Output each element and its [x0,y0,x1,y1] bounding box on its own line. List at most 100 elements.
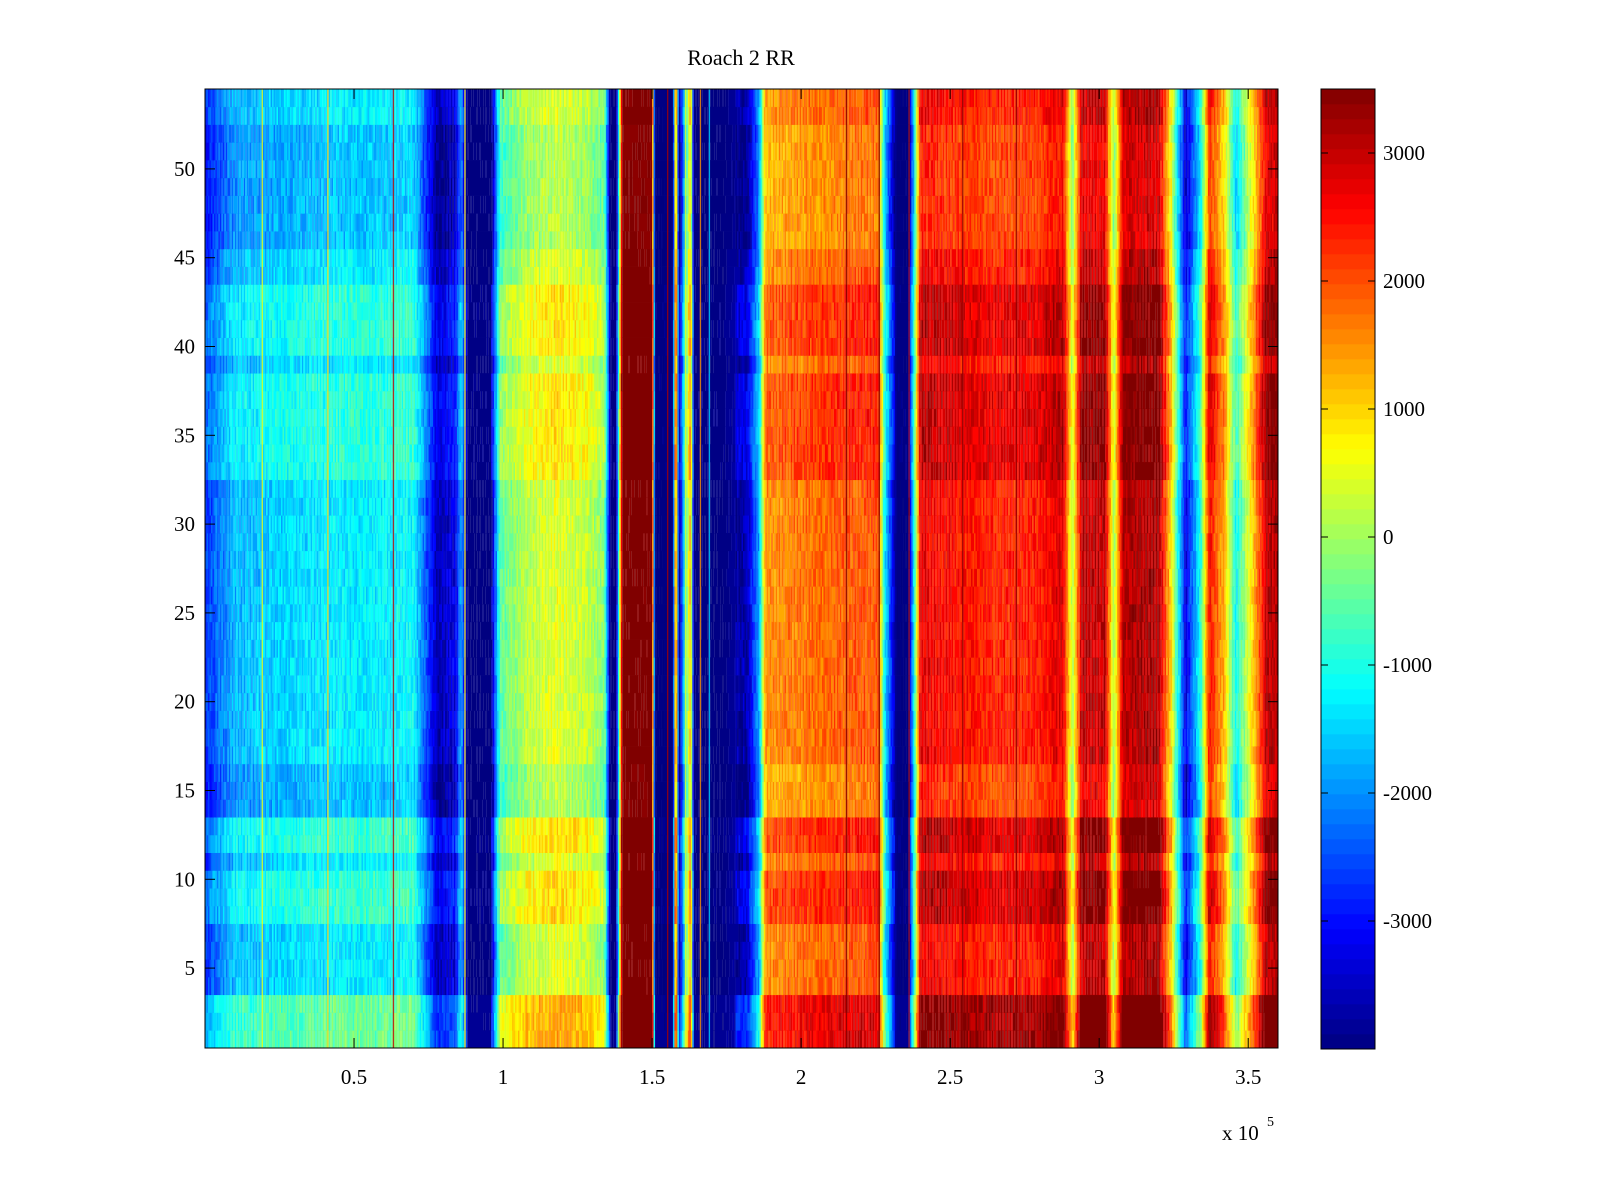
heatmap-cell [335,941,337,959]
heatmap-cell [589,1012,591,1030]
heatmap-cell [981,1012,984,1030]
heatmap-cell [889,1012,891,1030]
heatmap-cell [815,995,817,1013]
heatmap-cell [500,1030,505,1048]
heatmap-cell [272,1012,274,1030]
heatmap-cell [253,906,255,924]
heatmap-cell [820,995,822,1013]
heatmap-cell [233,959,235,977]
heatmap-cell [855,906,858,924]
heatmap-cell [440,924,442,942]
heatmap-cell [1050,977,1052,995]
heatmap-cell [545,1012,548,1030]
heatmap-cell [955,924,957,942]
heatmap-cell [911,959,913,977]
heatmap-cell [245,959,247,977]
heatmap-cell [1184,941,1186,959]
heatmap-cell [458,906,460,924]
heatmap-cell [947,1030,949,1048]
heatmap-cell [254,906,256,924]
heatmap-cell [1002,941,1005,959]
heatmap-cell [1074,1030,1076,1048]
heatmap-cell [572,906,574,924]
heatmap-cell [436,977,438,995]
heatmap-cell [540,924,542,942]
heatmap-cell [557,1030,559,1048]
heatmap-cell [581,924,583,942]
heatmap-cell [888,1012,890,1030]
heatmap-cell [888,995,891,1013]
heatmap-cell [277,941,279,959]
heatmap-cell [1239,924,1241,942]
heatmap-cell [1133,924,1135,942]
heatmap-cell [1232,1012,1234,1030]
heatmap-cell [1253,959,1255,977]
heatmap-cell [613,1012,616,1030]
heatmap-cell [221,1012,223,1030]
heatmap-cell [1043,924,1045,942]
heatmap-cell [318,1030,320,1048]
heatmap-cell [275,995,277,1013]
heatmap-cell [415,1030,417,1048]
heatmap-cell [241,924,244,942]
heatmap-cell [1010,995,1012,1013]
heatmap-cell [1098,924,1100,942]
heatmap-cell [823,906,826,924]
heatmap-cell [782,906,785,924]
heatmap-cell [676,906,678,924]
heatmap-cell [1005,1030,1007,1048]
heatmap-cell [904,977,909,995]
heatmap-cell [1046,977,1049,995]
heatmap-cell [409,1012,411,1030]
heatmap-cell [567,1030,569,1048]
heatmap-cell [964,995,966,1013]
heatmap-cell [618,959,620,977]
heatmap-cell [691,977,693,995]
heatmap-cell [458,995,460,1013]
heatmap-cell [1271,977,1273,995]
heatmap-cell [367,977,369,995]
heatmap-cell [1028,959,1030,977]
heatmap-cell [1142,977,1144,995]
heatmap-cell [896,1012,899,1030]
heatmap-cell [682,959,684,977]
heatmap-cell [356,924,358,942]
heatmap-cell [397,1030,399,1048]
heatmap-cell [849,906,851,924]
heatmap-cell [293,977,295,995]
heatmap-cell [1265,924,1268,942]
heatmap-cell [239,924,241,942]
heatmap-cell [435,941,437,959]
heatmap-cell [358,959,360,977]
heatmap-cell [336,924,338,942]
heatmap-cell [679,924,681,942]
heatmap-cell [1136,924,1138,942]
heatmap-cell [622,1030,652,1048]
heatmap-cell [727,1030,729,1048]
heatmap-cell [990,906,992,924]
heatmap-cell [986,995,988,1013]
heatmap-cell [1227,924,1229,942]
heatmap-cell [1080,959,1082,977]
heatmap-cell [226,906,228,924]
heatmap-cell [302,977,304,995]
heatmap-cell [691,1030,693,1048]
heatmap-cell [1057,977,1059,995]
heatmap-cell [832,1012,834,1030]
heatmap-cell [1002,1012,1004,1030]
heatmap-cell [686,1012,688,1030]
heatmap-cell [320,1012,322,1030]
heatmap-cell [370,924,372,942]
heatmap-cell [622,959,628,977]
heatmap-cell [545,924,548,942]
heatmap-cell [679,1012,681,1030]
heatmap-cell [509,995,511,1013]
heatmap-cell [1044,959,1046,977]
heatmap-cell [1046,941,1048,959]
heatmap-cell [1150,977,1152,995]
heatmap-cell [1138,977,1140,995]
heatmap-cell [1168,959,1170,977]
heatmap-cell [964,941,966,959]
heatmap-cell [765,941,767,959]
heatmap-cell [443,1030,446,1048]
